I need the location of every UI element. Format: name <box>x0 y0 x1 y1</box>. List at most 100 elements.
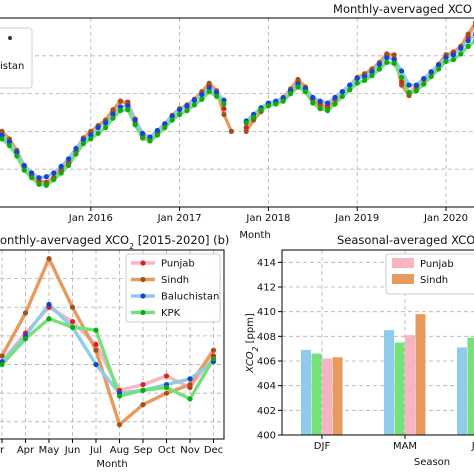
top-point-kpk <box>399 74 405 81</box>
top-point-baluchistan <box>110 111 116 117</box>
top-point-kpk <box>376 66 382 72</box>
top-point-kpk <box>280 98 286 104</box>
left-point-kpk <box>69 324 76 330</box>
top-point-baluchistan <box>184 103 190 109</box>
right-legend-swatch-punjab <box>392 258 414 268</box>
top-point-kpk <box>339 93 345 100</box>
right-legend-swatch-sindh <box>392 274 414 284</box>
right-bar-punjab <box>322 358 332 435</box>
top-point-kpk <box>332 101 338 107</box>
right-y-axis-label: XCO2 [ppm] <box>245 313 260 374</box>
left-legend-label-punjab: Punjab <box>161 259 195 270</box>
top-point-kpk <box>21 167 27 173</box>
top-point-baluchistan <box>399 68 405 74</box>
top-point-baluchistan <box>43 174 50 180</box>
top-point-baluchistan <box>191 97 197 103</box>
left-point-sindh <box>187 381 193 388</box>
top-point-sindh <box>221 111 227 117</box>
left-point-kpk <box>187 396 193 402</box>
top-point-kpk <box>147 138 153 144</box>
top-point-kpk <box>214 93 220 100</box>
left-point-baluchistan <box>187 376 193 382</box>
left-x-tick-label: Jul <box>89 445 102 456</box>
top-point-kpk <box>14 153 20 159</box>
top-point-baluchistan <box>199 91 205 98</box>
left-point-sindh <box>46 255 52 262</box>
top-point-kpk <box>0 136 5 142</box>
top-point-kpk <box>162 125 168 131</box>
top-point-kpk <box>265 103 271 109</box>
left-point-kpk <box>140 387 146 393</box>
top-point-kpk <box>384 59 390 66</box>
right-y-label-tail: [ppm] <box>245 313 256 347</box>
left-legend-marker-punjab <box>140 260 146 266</box>
top-point-sindh <box>384 51 390 57</box>
top-point-kpk <box>258 107 264 113</box>
top-point-punjab <box>243 125 249 131</box>
top-point-kpk <box>436 66 442 72</box>
left-plot-frame <box>0 249 225 440</box>
left-title: onthly-avervaged XCO2 [2015-2020] (b) <box>0 233 229 251</box>
top-point-baluchistan <box>88 132 94 138</box>
left-x-tick-label: Sep <box>134 445 153 456</box>
top-panel: Monthly-avervaged XCO Jan 2016 Jan 2017 Jan… <box>0 2 474 241</box>
left-legend-marker-sindh <box>140 276 146 283</box>
top-point-baluchistan <box>339 89 345 95</box>
top-point-baluchistan <box>95 125 101 131</box>
top-point-kpk <box>73 151 79 157</box>
top-point-baluchistan <box>221 97 227 103</box>
top-point-kpk <box>421 81 427 87</box>
right-bar-baluchistan <box>301 349 311 435</box>
top-point-baluchistan <box>162 121 168 127</box>
top-point-baluchistan <box>6 139 12 145</box>
top-point-baluchistan <box>117 104 123 110</box>
top-point-kpk <box>43 182 50 188</box>
right-y-tick-label: 412 <box>257 283 276 294</box>
right-y-tick-label: 400 <box>257 431 276 442</box>
top-point-kpk <box>36 181 42 187</box>
left-legend-box <box>125 253 221 323</box>
top-point-kpk <box>369 73 375 79</box>
top-point-kpk <box>428 73 434 80</box>
top-point-kpk <box>347 87 353 93</box>
right-bar-kpk <box>467 337 474 435</box>
top-point-baluchistan <box>0 132 5 138</box>
right-y-label-main: XCO <box>245 351 256 374</box>
top-point-kpk <box>132 122 138 128</box>
left-series-line-kpk <box>0 317 215 401</box>
top-point-kpk <box>288 91 294 97</box>
top-point-baluchistan <box>80 137 86 143</box>
right-y-tick-label: 406 <box>257 357 276 368</box>
top-point-kpk <box>6 142 12 149</box>
top-point-sindh <box>110 107 116 113</box>
left-point-sindh <box>210 347 217 353</box>
left-x-tick-label: Aug <box>110 445 130 456</box>
left-legend-label-sindh: Sindh <box>161 275 189 286</box>
top-point-kpk <box>191 102 197 108</box>
right-x-axis-label: Season <box>414 457 450 468</box>
top-point-baluchistan <box>177 107 183 113</box>
left-point-kpk <box>116 393 123 399</box>
top-point-baluchistan <box>73 145 79 152</box>
top-point-baluchistan <box>36 175 42 181</box>
right-panel: Seasonal-averaged XCO 400 402 404 406 408 410 4… <box>245 233 474 468</box>
top-point-kpk <box>140 135 146 141</box>
right-y-tick-label: 408 <box>257 332 276 343</box>
top-point-baluchistan <box>140 130 146 136</box>
top-legend-entry-2: istan <box>0 61 24 72</box>
left-point-sindh <box>140 402 146 408</box>
top-point-baluchistan <box>369 69 375 75</box>
top-point-kpk <box>221 101 227 107</box>
top-point-kpk <box>443 58 449 65</box>
top-legend-box <box>0 27 33 89</box>
top-point-baluchistan <box>21 162 27 169</box>
top-point-kpk <box>458 51 464 57</box>
top-point-kpk <box>199 96 205 102</box>
top-point-kpk <box>273 101 279 107</box>
top-point-sindh <box>295 76 301 83</box>
right-bar-kpk <box>311 353 322 435</box>
top-point-baluchistan <box>14 149 20 155</box>
left-series-line-baluchistan <box>0 302 215 395</box>
top-point-baluchistan <box>443 55 449 61</box>
top-point-baluchistan <box>406 82 412 88</box>
